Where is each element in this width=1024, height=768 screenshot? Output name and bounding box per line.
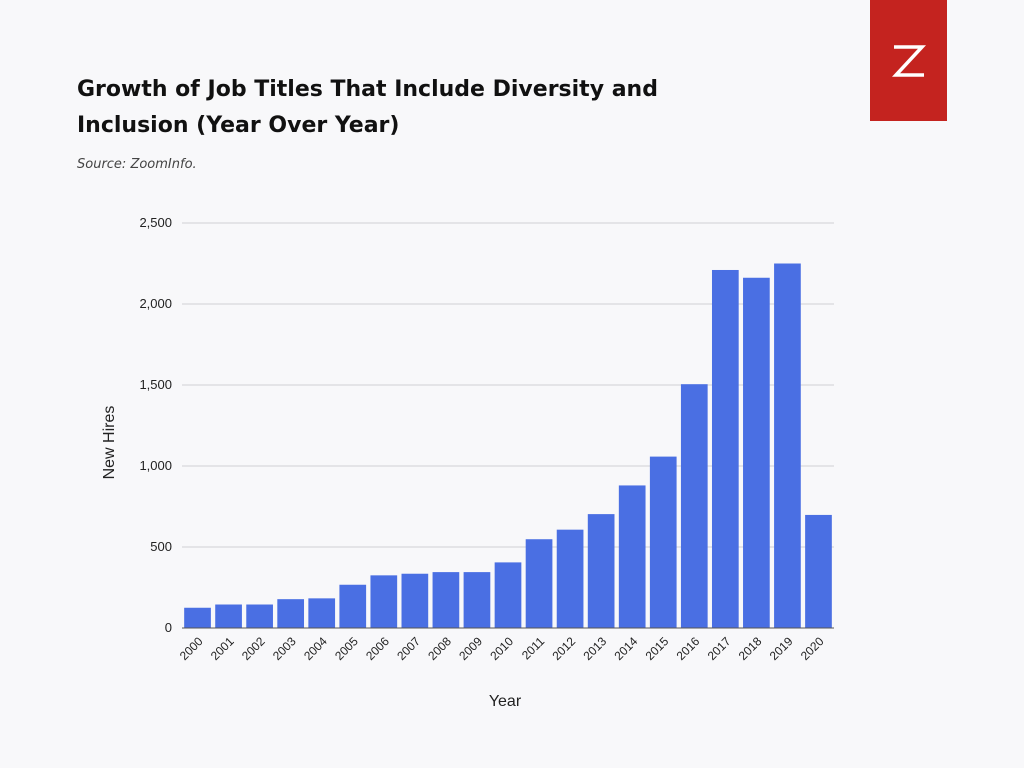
x-tick-label: 2006 xyxy=(363,634,392,663)
x-tick-label: 2012 xyxy=(549,634,578,663)
y-tick-label: 0 xyxy=(165,620,172,635)
bar-2012 xyxy=(556,529,584,628)
zoominfo-z-icon xyxy=(891,44,926,77)
y-tick-label: 2,500 xyxy=(139,215,172,230)
x-tick-label: 2003 xyxy=(270,634,299,663)
y-tick-label: 500 xyxy=(150,539,172,554)
x-tick-label: 2016 xyxy=(674,634,703,663)
bar-2019 xyxy=(774,263,801,628)
chart-source: Source: ZoomInfo. xyxy=(77,157,197,172)
x-axis-ticks: 2000 2001 2002 2003 2004 2005 2006 2007 2008 2009… xyxy=(177,634,827,663)
x-axis-label: Year xyxy=(489,693,522,710)
x-tick-label: 2015 xyxy=(643,634,672,663)
bar-2011 xyxy=(525,539,553,628)
bar-2014 xyxy=(618,485,646,628)
bar-2018 xyxy=(743,277,770,628)
x-tick-label: 2010 xyxy=(487,634,516,663)
bar-2004 xyxy=(308,598,336,628)
bar-2020 xyxy=(805,514,832,628)
bar-2015 xyxy=(649,456,677,628)
x-tick-label: 2020 xyxy=(798,634,827,663)
chart-title: Growth of Job Titles That Include Divers… xyxy=(77,77,658,138)
x-tick-label: 2019 xyxy=(767,634,796,663)
x-tick-label: 2013 xyxy=(580,634,609,663)
bar-2001 xyxy=(215,604,242,628)
x-tick-label: 2001 xyxy=(208,634,237,663)
bar-2013 xyxy=(587,514,615,628)
brand-logo xyxy=(870,0,947,121)
y-tick-label: 2,000 xyxy=(139,296,172,311)
x-tick-label: 2005 xyxy=(332,634,361,663)
bar-2003 xyxy=(277,599,305,628)
y-axis-label: New Hires xyxy=(101,406,118,480)
x-tick-label: 2014 xyxy=(612,634,641,663)
y-tick-label: 1,000 xyxy=(139,458,172,473)
bar-2007 xyxy=(401,573,429,628)
bar-2017 xyxy=(711,269,739,628)
x-tick-label: 2011 xyxy=(519,634,547,662)
bars xyxy=(184,263,832,628)
y-tick-label: 1,500 xyxy=(139,377,172,392)
bar-2005 xyxy=(339,584,367,628)
x-tick-label: 2007 xyxy=(394,634,423,663)
bar-2016 xyxy=(680,384,708,628)
bar-2000 xyxy=(184,607,211,628)
x-tick-label: 2008 xyxy=(425,634,454,663)
x-tick-label: 2004 xyxy=(301,634,330,663)
x-tick-label: 2002 xyxy=(239,634,268,663)
x-tick-label: 2009 xyxy=(456,634,485,663)
bar-2009 xyxy=(463,572,491,628)
x-tick-label: 2018 xyxy=(736,634,765,663)
x-tick-label: 2000 xyxy=(177,634,206,663)
bar-2006 xyxy=(370,575,398,628)
x-tick-label: 2017 xyxy=(705,634,734,663)
y-axis-ticks: 0 500 1,000 1,500 2,000 2,500 xyxy=(139,215,172,635)
bar-2010 xyxy=(494,562,522,628)
bar-2002 xyxy=(246,604,273,628)
bar-2008 xyxy=(432,572,460,628)
